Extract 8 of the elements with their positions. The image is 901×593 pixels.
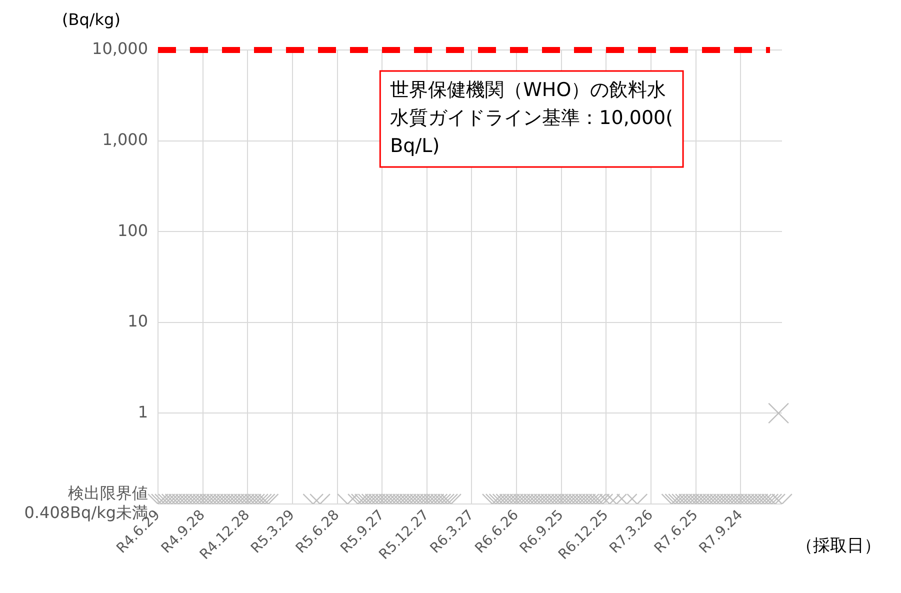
y-tick-label: 100 xyxy=(117,220,148,240)
y-tick-label: 1 xyxy=(138,402,148,422)
y-axis-title: (Bq/kg) xyxy=(62,10,120,29)
y-tick-label: 10 xyxy=(128,312,148,331)
x-axis-title: （採取日） xyxy=(796,535,881,557)
y-tick-label: 1,000 xyxy=(102,130,148,149)
ref-line-label: 世界保健機関（WHO）の飲料水水質ガイドライン基準：10,000(Bq/L) xyxy=(390,78,674,157)
y-tick-label: 10,000 xyxy=(92,39,148,58)
